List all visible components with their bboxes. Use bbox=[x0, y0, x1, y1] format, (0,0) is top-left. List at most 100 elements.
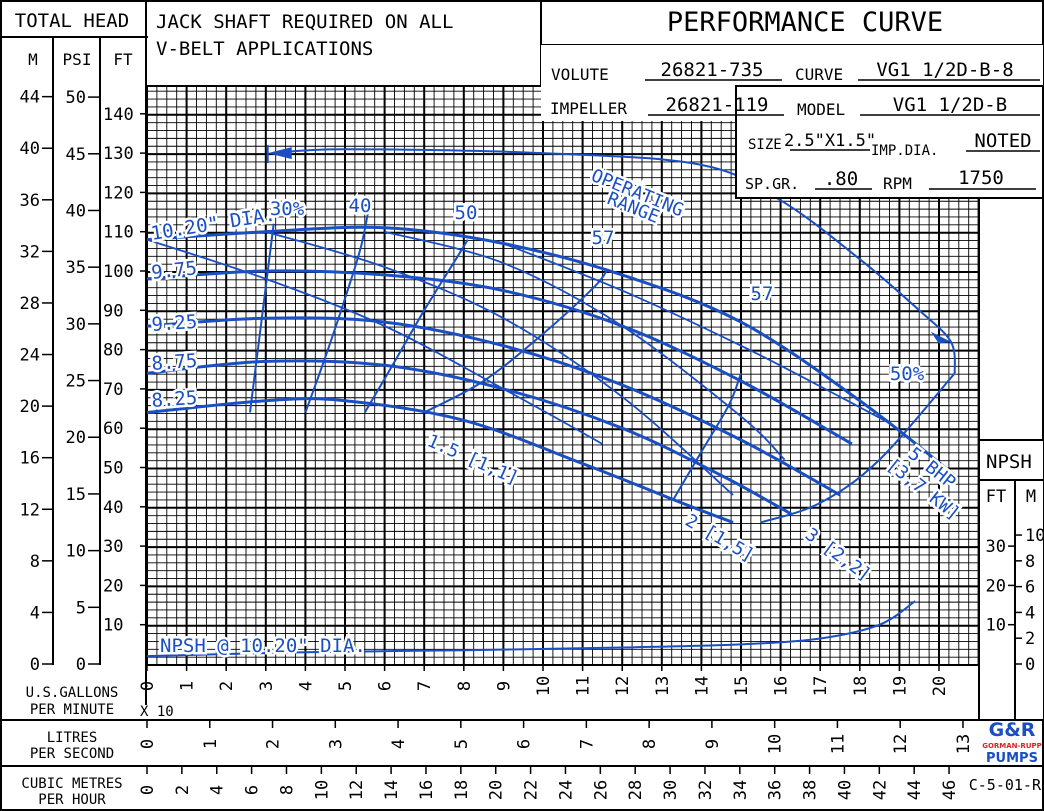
npsh-ft-tick-label: 10 bbox=[986, 616, 1006, 636]
psi-column-label: PSI bbox=[63, 50, 92, 69]
power-curve-2 bbox=[384, 230, 786, 461]
logo-brand: G&R bbox=[989, 719, 1036, 741]
volute-label: VOLUTE bbox=[551, 65, 609, 84]
npsh-scale-box: NPSH FT M 10 20 30 0 2 4 6 8 10 bbox=[979, 439, 1044, 720]
ft-tick-label: 120 bbox=[103, 183, 134, 203]
total-head-label: TOTAL HEAD bbox=[15, 10, 129, 32]
size-value: 2.5"X1.5" bbox=[784, 131, 876, 151]
ft-tick-label: 70 bbox=[103, 380, 123, 400]
cmh-tick-label: 0 bbox=[138, 785, 158, 795]
grid-major bbox=[146, 85, 980, 666]
gpm-tick-label: 15 bbox=[732, 676, 752, 696]
gpm-tick-label: 16 bbox=[772, 676, 792, 696]
gpm-tick-label: 17 bbox=[811, 676, 831, 696]
lps-title-2: PER SECOND bbox=[30, 746, 114, 762]
gpm-tick-label: 4 bbox=[296, 681, 316, 691]
m-tick-label: 0 bbox=[30, 655, 40, 675]
operating-range-arrow-left bbox=[267, 147, 292, 160]
psi-tick-label: 20 bbox=[66, 428, 86, 448]
lps-tick-label: 2 bbox=[264, 739, 284, 749]
doc-code: C-5-01-R bbox=[969, 776, 1042, 794]
m-tick-label: 36 bbox=[20, 191, 40, 211]
curve-label: CURVE bbox=[795, 65, 843, 84]
ft-tick-label: 40 bbox=[103, 498, 123, 518]
npsh-m-tick-label: 10 bbox=[1025, 526, 1044, 546]
npsh-curve bbox=[146, 600, 916, 658]
operating-range-arrow-right bbox=[930, 331, 951, 344]
npsh-ft-label: FT bbox=[986, 487, 1006, 507]
gpm-tick-label: 20 bbox=[930, 676, 950, 696]
head-label-4: 8.25 bbox=[151, 387, 198, 412]
cmh-tick-label: 46 bbox=[940, 780, 960, 800]
lps-tick-label: 6 bbox=[515, 739, 535, 749]
efficiency-curve-4 bbox=[672, 372, 742, 500]
ft-tick-label: 60 bbox=[103, 419, 123, 439]
ft-tick-label: 100 bbox=[103, 262, 134, 282]
impeller-value: 26821-119 bbox=[666, 94, 769, 116]
gpm-tick-label: 12 bbox=[613, 676, 633, 696]
note-line-1: JACK SHAFT REQUIRED ON ALL bbox=[156, 11, 453, 33]
impeller-label: IMPELLER bbox=[550, 99, 627, 118]
ft-tick-label: 90 bbox=[103, 301, 123, 321]
rpm-value: 1750 bbox=[958, 167, 1004, 189]
psi-tick-label: 30 bbox=[66, 315, 86, 335]
npsh-title: NPSH bbox=[986, 451, 1032, 473]
lps-title-1: LITRES bbox=[47, 730, 98, 746]
bottom-axes: 0 1 2 3 4 5 6 7 8 9 10 11 12 13 14 15 16 17 18 19 200 1 2 3 4 5 6 7… bbox=[138, 665, 974, 800]
power-curve-0 bbox=[146, 238, 603, 445]
efficiency-curve-0 bbox=[249, 223, 275, 413]
eff-label-3: 57 bbox=[592, 227, 615, 249]
psi-tick-label: 25 bbox=[66, 372, 86, 392]
cmh-tick-label: 28 bbox=[626, 780, 646, 800]
chart-title: PERFORMANCE CURVE bbox=[667, 7, 943, 38]
ft-tick-label: 130 bbox=[103, 144, 134, 164]
power-curve-3 bbox=[503, 242, 892, 426]
npsh-curve-label: NPSH @ 10.20" DIA. bbox=[160, 635, 366, 657]
m-tick-label: 8 bbox=[30, 552, 40, 572]
rpm-label: RPM bbox=[883, 174, 912, 193]
logo-pumps: PUMPS bbox=[986, 751, 1038, 766]
curve-value: VG1 1/2D-B-8 bbox=[876, 59, 1013, 81]
impdia-label: IMP.DIA. bbox=[871, 143, 938, 159]
spec-box: VOLUTE 26821-735 CURVE VG1 1/2D-B-8 IMPE… bbox=[541, 45, 1044, 199]
m-tick-label: 32 bbox=[20, 242, 40, 262]
gorman-rupp-logo: G&R GORMAN-RUPP PUMPS bbox=[982, 719, 1042, 766]
curves-layer bbox=[146, 145, 956, 658]
lps-tick-label: 4 bbox=[389, 739, 409, 749]
lps-tick-label: 3 bbox=[326, 739, 346, 749]
psi-tick-label: 15 bbox=[66, 485, 86, 505]
npsh-ft-tick-label: 20 bbox=[986, 576, 1006, 596]
cmh-tick-label: 36 bbox=[766, 780, 786, 800]
efficiency-curve-1 bbox=[304, 207, 370, 413]
psi-tick-label: 10 bbox=[66, 542, 86, 562]
cmh-tick-label: 18 bbox=[452, 780, 472, 800]
m-tick-label: 40 bbox=[20, 139, 40, 159]
spgr-label: SP.GR. bbox=[745, 175, 799, 193]
cmh-tick-label: 16 bbox=[417, 780, 437, 800]
gpm-tick-label: 7 bbox=[415, 681, 435, 691]
cmh-tick-label: 42 bbox=[870, 780, 890, 800]
gpm-tick-label: 10 bbox=[534, 676, 554, 696]
volute-value: 26821-735 bbox=[661, 59, 764, 81]
lps-tick-label: 5 bbox=[452, 739, 472, 749]
note-line-2: V-BELT APPLICATIONS bbox=[156, 38, 373, 60]
cmh-tick-label: 30 bbox=[661, 780, 681, 800]
cmh-tick-label: 14 bbox=[382, 780, 402, 800]
size-label: SIZE bbox=[748, 137, 782, 153]
ft-tick-label: 80 bbox=[103, 341, 123, 361]
gpm-tick-label: 11 bbox=[574, 676, 594, 696]
lps-tick-label: 10 bbox=[766, 734, 786, 754]
m-tick-label: 28 bbox=[20, 294, 40, 314]
gpm-tick-label: 5 bbox=[336, 681, 356, 691]
head-curve-1 bbox=[146, 269, 853, 446]
cmh-tick-label: 22 bbox=[522, 780, 542, 800]
m-tick-label: 20 bbox=[20, 397, 40, 417]
eff-label-2: 50 bbox=[455, 202, 478, 224]
cmh-tick-label: 8 bbox=[277, 785, 297, 795]
gpm-tick-label: 14 bbox=[692, 676, 712, 696]
cmh-tick-label: 2 bbox=[173, 785, 193, 795]
cmh-title-1: CUBIC METRES bbox=[21, 776, 122, 792]
cmh-tick-label: 10 bbox=[312, 780, 332, 800]
